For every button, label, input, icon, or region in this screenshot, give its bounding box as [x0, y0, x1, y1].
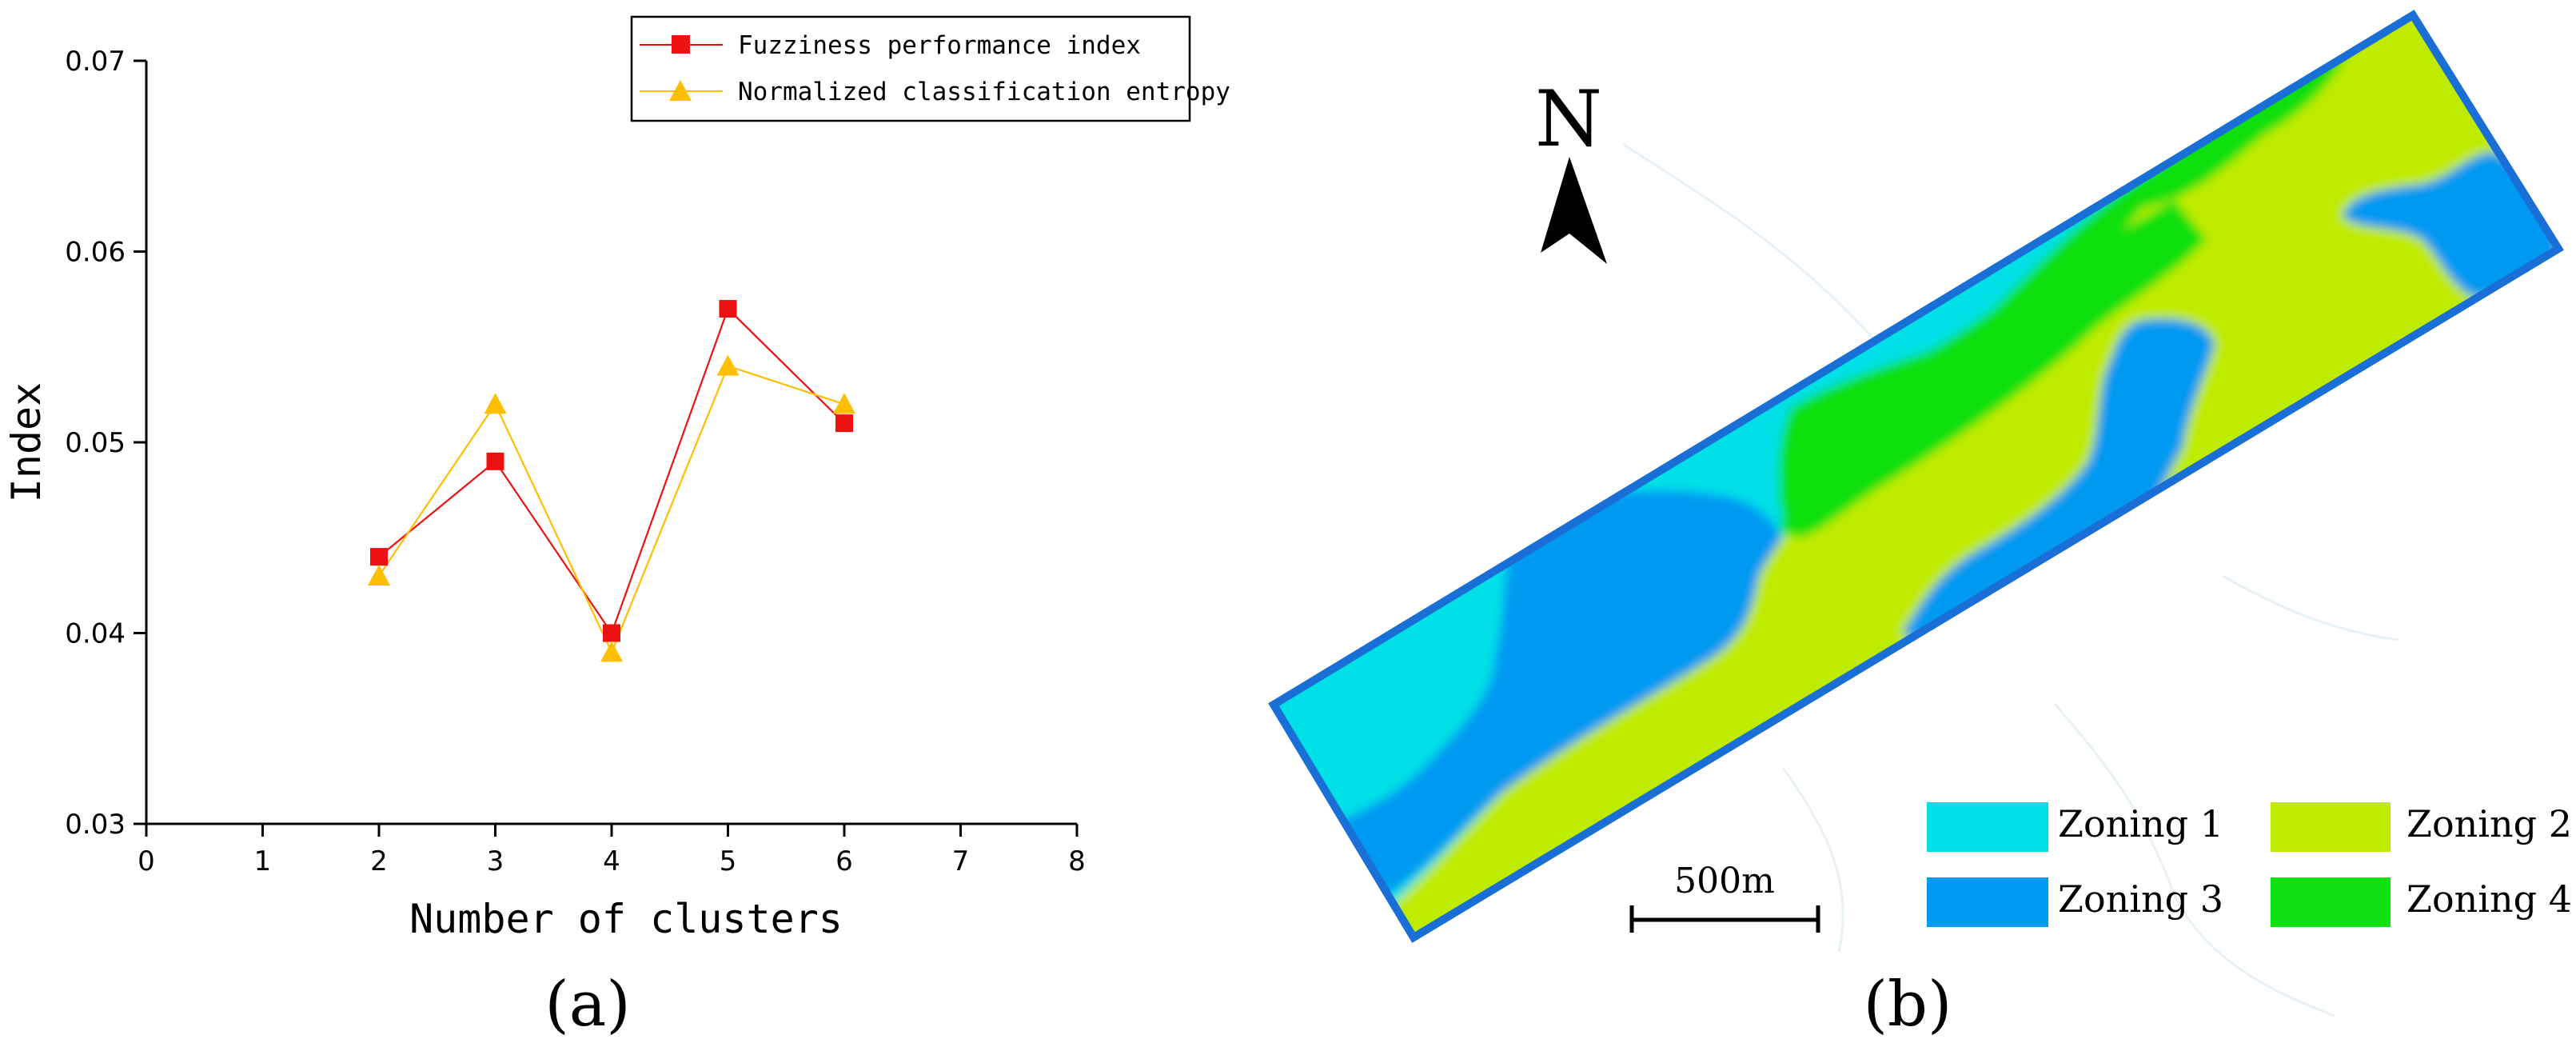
zoning-map: N 500m Zoning 1 Zoning 2 Zoning 3 Zoning…: [1268, 10, 2572, 1041]
x-axis-label: Number of clusters: [409, 896, 843, 942]
zone-3-region-east: [2343, 152, 2558, 298]
x-tick-label: 2: [370, 845, 388, 877]
x-tick-label: 5: [720, 845, 737, 877]
legend-marker-fpi: [672, 35, 690, 54]
zone-1-label: Zoning 1: [2058, 802, 2223, 845]
y-tick-label: 0.07: [65, 46, 126, 78]
data-point-s1-1: [484, 393, 507, 414]
zone-2-swatch: [2271, 802, 2391, 852]
zone-3-swatch: [1927, 877, 2048, 927]
zone-2-label: Zoning 2: [2407, 802, 2572, 845]
y-tick-label: 0.03: [65, 809, 126, 841]
data-point-s1-0: [368, 564, 390, 585]
y-ticks: 0.03 0.04 0.05 0.06 0.07: [65, 46, 146, 841]
north-label: N: [1535, 74, 1602, 164]
series-line-1: [378, 365, 845, 655]
data-point-s0-3: [719, 300, 737, 318]
y-tick-label: 0.04: [65, 618, 126, 650]
y-tick-label: 0.06: [65, 237, 126, 269]
zone-3-region-middle: [1903, 318, 2215, 640]
series-markers: [368, 300, 855, 662]
zone-4-region-south: [1779, 200, 2207, 537]
x-tick-label: 6: [835, 845, 853, 877]
x-tick-label: 3: [487, 845, 504, 877]
zone-4-swatch: [2271, 877, 2391, 927]
scale-bar: 500m: [1629, 861, 1820, 933]
x-ticks: 0 1 2 3 4 5 6 7 8: [138, 824, 1086, 877]
data-point-s0-2: [603, 624, 620, 642]
panel-label-b: (b): [1864, 969, 1952, 1041]
panel-label-a: (a): [544, 969, 630, 1041]
zone-4-label: Zoning 4: [2407, 877, 2572, 921]
north-arrow: N: [1535, 74, 1607, 264]
zone-legend: Zoning 1 Zoning 2 Zoning 3 Zoning 4: [1927, 802, 2572, 927]
study-area-border: [1268, 10, 2564, 943]
series-line-0: [378, 307, 845, 635]
zone-1-swatch: [1927, 802, 2048, 852]
data-point-s0-0: [370, 548, 388, 566]
north-arrow-icon: [1541, 157, 1607, 264]
legend: Fuzziness performance index Normalized c…: [630, 15, 1230, 122]
data-point-s1-2: [600, 641, 623, 662]
x-tick-label: 0: [138, 845, 155, 877]
y-tick-label: 0.05: [65, 427, 126, 459]
legend-marker-nce: [669, 80, 692, 101]
line-chart: 0 1 2 3 4 5 6 7 8 0.03 0.04 0.05 0.06 0.07 Number of…: [3, 15, 1230, 1041]
scale-label: 500m: [1674, 861, 1775, 901]
y-axis-label: Index: [3, 382, 50, 503]
legend-label-nce: Normalized classification entropy: [738, 78, 1230, 106]
data-point-s0-4: [835, 414, 853, 433]
x-tick-label: 8: [1068, 845, 1086, 877]
data-point-s0-1: [486, 452, 504, 470]
x-tick-label: 1: [254, 845, 272, 877]
x-tick-label: 4: [603, 845, 620, 877]
legend-label-fpi: Fuzziness performance index: [738, 31, 1141, 60]
data-point-s1-4: [833, 393, 855, 414]
zone-3-label: Zoning 3: [2058, 877, 2223, 921]
series-lines: [378, 307, 845, 655]
x-tick-label: 7: [952, 845, 970, 877]
data-point-s1-3: [716, 354, 740, 376]
legend-box: [630, 15, 1191, 122]
